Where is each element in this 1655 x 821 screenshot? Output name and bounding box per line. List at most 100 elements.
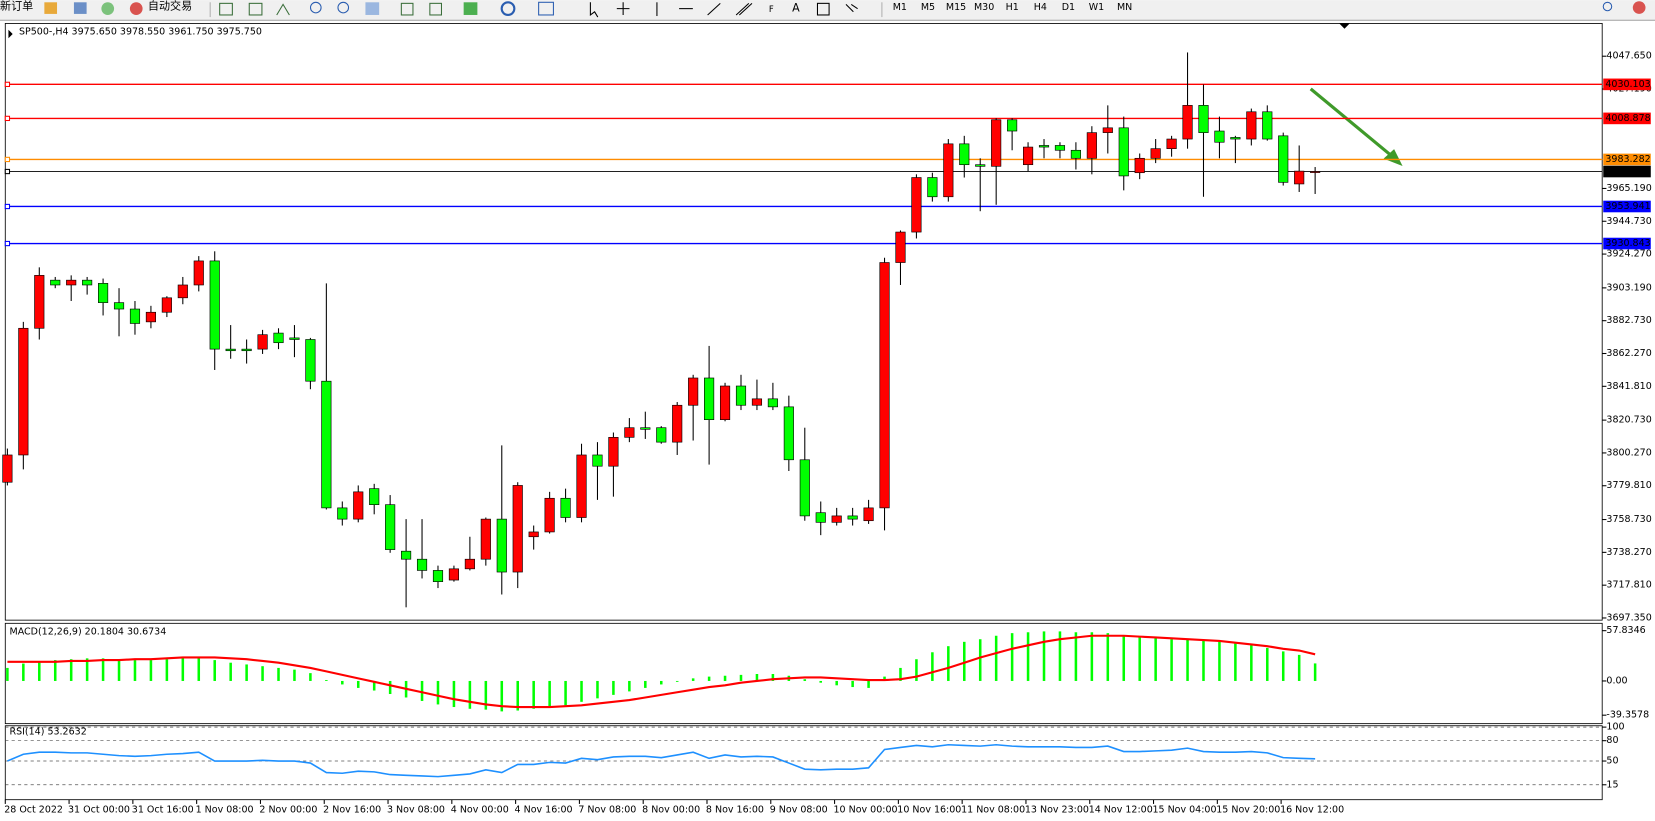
notifications[interactable] [1632, 1, 1646, 14]
candle-body [943, 143, 954, 198]
timeframe-button[interactable]: M1 [893, 2, 907, 13]
macd-bar [229, 662, 232, 681]
macd-bar [580, 680, 583, 702]
candle-body [369, 488, 380, 505]
level-handle [4, 156, 11, 163]
timeframe-button[interactable]: D1 [1062, 2, 1075, 13]
candle-body [975, 164, 986, 167]
candle-body [193, 260, 204, 286]
macd-bar [293, 669, 296, 681]
timeframe-button[interactable]: M30 [974, 2, 994, 13]
icon[interactable] [101, 2, 115, 15]
candle-body [1150, 148, 1161, 159]
x-tick-label: 11 Nov 08:00 [961, 805, 1025, 816]
macd-bar [452, 680, 456, 708]
macd-bar [181, 658, 185, 681]
candle-body [608, 437, 619, 467]
candle-body [688, 377, 699, 406]
fibo[interactable]: F [769, 4, 774, 14]
macd-bar [1250, 645, 1253, 681]
auto-trading-icon[interactable] [129, 2, 143, 15]
macd-bar [372, 680, 376, 691]
candle-body [385, 504, 396, 550]
candle-body [1118, 127, 1129, 177]
macd-bar [947, 646, 950, 681]
level-label-box [1603, 153, 1651, 166]
x-tick-label: 15 Nov 20:00 [1216, 805, 1280, 816]
macd-bar [1234, 643, 1237, 681]
y-tick-label: 3820.730 [1606, 415, 1651, 426]
search[interactable] [1602, 1, 1613, 12]
icon[interactable] [248, 2, 263, 16]
new-order-button[interactable]: 新订单 [0, 0, 33, 13]
candle-body [113, 302, 125, 310]
candle-body [815, 512, 826, 523]
icon[interactable] [276, 3, 290, 16]
macd-bar [1122, 635, 1126, 681]
auto-trading-button[interactable]: 自动交易 [148, 0, 192, 13]
candle-body [1166, 138, 1177, 149]
macd-bar [1218, 641, 1221, 681]
candle-body [289, 337, 300, 340]
macd-bar [1106, 633, 1110, 681]
x-tick-label: 7 Nov 08:00 [578, 805, 636, 816]
candle-body [911, 177, 922, 233]
timeframe-button[interactable]: M5 [921, 2, 935, 13]
y-tick-label: 3738.270 [1606, 547, 1651, 558]
candle-body [353, 491, 364, 520]
candle-body [177, 284, 188, 299]
candle-body [448, 568, 460, 581]
icon[interactable] [44, 2, 58, 14]
timeframe-button[interactable]: H4 [1034, 2, 1047, 13]
zoom-in[interactable] [309, 1, 322, 14]
candle-body [528, 531, 539, 538]
candle-body [1278, 135, 1289, 183]
channel[interactable] [735, 2, 753, 16]
candle-body [401, 550, 412, 560]
timeframe-button[interactable]: MN [1117, 2, 1132, 13]
macd-bar [85, 658, 89, 681]
timeframe-button[interactable]: W1 [1089, 2, 1104, 13]
arrows[interactable] [845, 3, 858, 13]
macd-bar [1170, 639, 1173, 681]
macd-bar [6, 667, 9, 681]
macd-bar [1010, 633, 1014, 681]
periods[interactable] [500, 1, 516, 17]
macd-bar [532, 680, 535, 709]
crosshair[interactable] [616, 2, 630, 15]
candle-body [1198, 105, 1209, 133]
icon[interactable] [400, 2, 414, 16]
macd-bar [516, 680, 519, 711]
text-tool[interactable]: A [792, 2, 800, 15]
timeframe-button[interactable]: M15 [946, 2, 966, 13]
icon[interactable] [219, 2, 233, 16]
macd-bar [261, 666, 264, 681]
candle-body [225, 348, 236, 352]
cursor[interactable] [589, 2, 599, 18]
level-label: 3953.941 [1605, 201, 1650, 212]
macd-bar [835, 680, 838, 686]
y-tick-label: 4047.650 [1606, 51, 1651, 62]
macd-bar [436, 680, 440, 705]
timeframe-button[interactable]: H1 [1006, 2, 1019, 13]
candle-body [273, 332, 284, 344]
icon[interactable] [429, 2, 443, 16]
candle-body [831, 515, 842, 523]
label-tool[interactable] [816, 2, 830, 16]
candle-body [1086, 132, 1097, 159]
macd-bar [325, 680, 328, 681]
x-tick-label: 4 Nov 16:00 [515, 805, 573, 816]
icon[interactable] [73, 2, 87, 14]
rsi-header: RSI(14) 53.2632 [10, 727, 87, 738]
indicators[interactable] [463, 2, 478, 15]
macd-bar [963, 641, 966, 681]
candle-body [751, 398, 763, 406]
candle-body [624, 427, 635, 438]
trendline[interactable] [707, 2, 721, 16]
zoom-out[interactable] [337, 1, 350, 14]
templates[interactable] [538, 1, 554, 16]
y-tick-label: 3800.270 [1606, 447, 1651, 458]
macd-bar [1313, 663, 1317, 681]
icon[interactable] [365, 2, 380, 15]
